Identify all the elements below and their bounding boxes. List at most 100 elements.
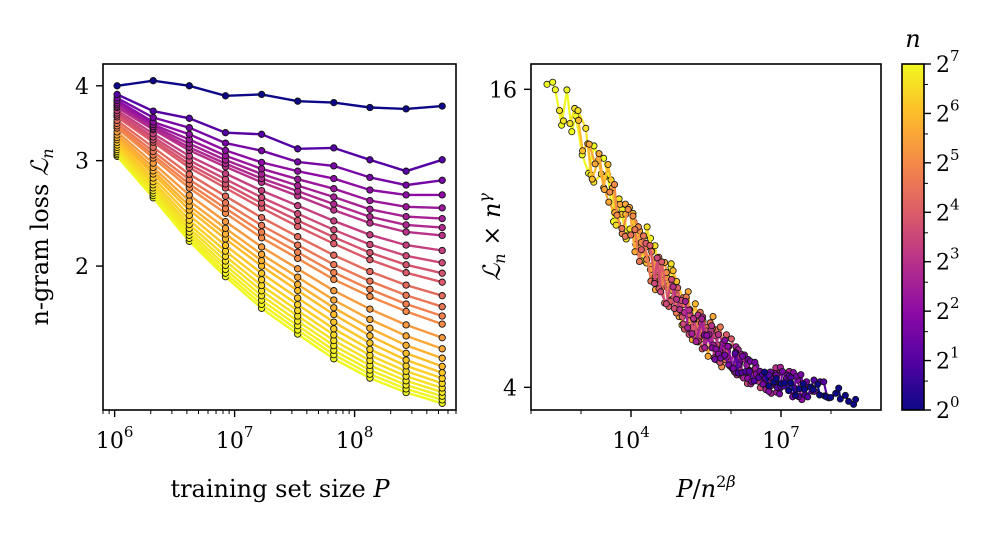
left-data-point [185,82,193,90]
right-data-point [667,260,675,268]
left-data-point [402,307,410,316]
left-chart: 106 107 108 2 3 4 training set size P n-gram … [26,63,457,503]
left-data-point [294,167,302,175]
colorbar-tick-label: 27 [936,47,960,78]
right-data-point [613,211,621,219]
left-data-point [438,259,446,267]
right-data-point [643,223,651,231]
left-data-point [257,243,266,251]
left-data-point [402,191,410,199]
right-axis-ticks: 104 107 4 16 [489,78,832,454]
left-data-point [257,276,266,284]
right-data-point [595,150,603,158]
left-x-tick-label: 106 [96,423,134,454]
right-data-point [563,86,571,94]
left-series-line-n7 [116,105,443,229]
right-data-point [681,297,689,305]
left-data-point [330,310,338,319]
right-data-point [841,391,849,399]
right-data-point [662,300,670,308]
left-data-point [402,362,410,370]
left-series-line-n120 [116,154,443,402]
right-data-point [703,331,711,339]
left-data-point [366,231,374,239]
left-data-point [438,334,446,342]
right-data-point [691,300,699,308]
right-x-label-var: P [675,475,693,503]
left-data-point [221,169,230,178]
left-series-line-n14 [116,114,443,275]
left-data-point [402,291,410,299]
left-data-point [257,130,266,138]
left-data-point [438,362,446,371]
left-data-point [366,324,374,332]
left-data-point [330,217,338,225]
right-data-point [669,267,677,275]
right-data-point [701,344,709,352]
right-data-point [785,387,793,395]
right-data-point [618,224,626,232]
left-data-point [438,176,446,184]
left-data-point [294,306,302,315]
colorbar-tick-label: 26 [936,96,960,127]
left-series-line-n96 [116,148,443,390]
left-data-point [402,167,410,175]
left-data-point [257,147,266,155]
left-x-label-var: P [372,475,390,503]
right-data-point [560,117,568,125]
left-data-point [366,332,374,340]
left-chart-frame [102,63,457,411]
right-data-point [759,380,767,388]
left-data-point [366,248,374,257]
right-data-point [820,378,828,386]
right-data-point [669,283,677,291]
left-data-point [330,98,338,107]
left-y-tick-label: 3 [75,150,89,175]
left-data-point [257,193,266,202]
left-data-point [330,162,338,170]
left-data-point [366,339,374,347]
right-data-point [646,241,654,249]
left-data-point [402,356,410,364]
left-series-line-n2 [116,93,443,173]
left-series-group [113,77,446,407]
right-data-point [814,380,822,388]
right-data-point [606,188,614,196]
right-x-label-slash: / [693,475,702,503]
left-data-point [438,191,446,199]
left-data-point [330,206,338,214]
left-series-line-n72 [116,141,443,374]
right-data-point [551,86,559,94]
left-data-point [402,105,410,113]
right-data-point [627,231,635,239]
left-data-point [438,204,446,212]
right-data-point [611,180,619,188]
right-data-point [721,351,729,359]
right-data-point [604,160,612,168]
left-series-line-n16 [116,115,443,284]
right-data-point [673,295,681,303]
right-data-point [704,352,712,360]
right-x-tick-label: 104 [612,423,650,454]
right-data-point [568,128,576,136]
left-data-point [402,321,410,329]
left-data-point [221,217,230,226]
right-data-point [781,379,789,387]
left-series-line-n28 [116,124,443,318]
left-data-point [330,275,338,284]
left-data-point [294,254,302,263]
left-data-point [366,205,374,213]
left-data-point [185,114,193,122]
left-data-point [366,267,374,276]
left-series-line-n56 [116,136,443,360]
right-data-point [631,226,639,234]
right-data-point [698,315,706,323]
right-y-label-times: × [478,218,506,253]
left-data-point [221,199,230,207]
left-data-point [438,231,446,240]
left-x-tick-label: 108 [336,423,374,454]
colorbar-tick-label: 22 [936,294,960,325]
left-data-point [294,294,302,302]
right-data-point [765,382,773,390]
right-x-label-n: n [701,475,716,503]
